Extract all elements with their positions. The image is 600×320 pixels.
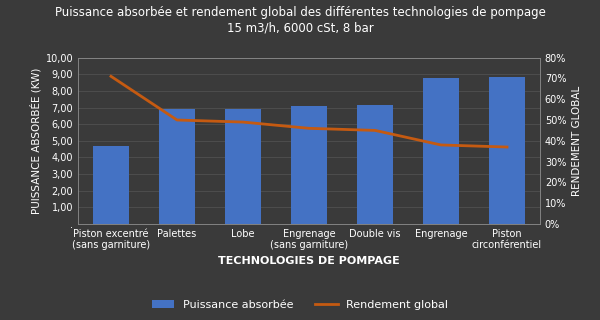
X-axis label: TECHNOLOGIES DE POMPAGE: TECHNOLOGIES DE POMPAGE [218,256,400,266]
Bar [159,109,195,224]
Bar [93,146,129,224]
Bar [357,105,393,224]
Rendement global [107,75,115,78]
Line: Rendement global: Rendement global [111,76,507,147]
Y-axis label: PUISSANCE ABSORBÉE (KW): PUISSANCE ABSORBÉE (KW) [30,68,41,214]
Bar [225,109,261,224]
Y-axis label: RENDEMENT GLOBAL: RENDEMENT GLOBAL [572,86,582,196]
Rendement global [503,145,511,149]
Bar [423,77,459,224]
Rendement global [173,118,181,122]
Bar [489,77,525,224]
Rendement global [437,143,445,147]
Text: Puissance absorbée et rendement global des différentes technologies de pompage
1: Puissance absorbée et rendement global d… [55,6,545,34]
Rendement global [305,126,313,130]
Bar [291,106,327,224]
Rendement global [371,129,379,132]
Legend: Puissance absorbée, Rendement global: Puissance absorbée, Rendement global [147,296,453,315]
Rendement global [239,120,247,124]
